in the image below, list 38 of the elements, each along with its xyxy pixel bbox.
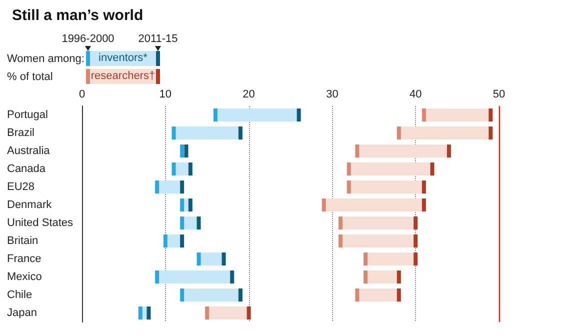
- bar: [182, 288, 240, 302]
- y-tick-label: Denmark: [7, 199, 52, 211]
- bar: [157, 270, 232, 284]
- bar: [398, 126, 491, 140]
- y-tick-label: Brazil: [7, 127, 35, 139]
- x-axis-title: % of total: [7, 70, 53, 84]
- bar: [215, 108, 299, 122]
- y-tick-label: Australia: [7, 145, 51, 157]
- x-tick-label: 10: [159, 88, 172, 100]
- y-tick-label: France: [7, 253, 42, 265]
- y-tick-label: Britain: [7, 235, 38, 247]
- x-tick-label: 30: [326, 88, 338, 100]
- x-tick-label: 40: [409, 88, 422, 100]
- bar: [348, 162, 432, 176]
- text: 1996-2000: [62, 32, 114, 46]
- x-tick-label: 20: [242, 88, 255, 100]
- text: inventors*: [86, 51, 160, 66]
- legend-title: Women among:: [7, 52, 84, 66]
- y-tick-label: Mexico: [7, 271, 42, 283]
- y-tick-label: United States: [7, 217, 74, 229]
- bar: [348, 180, 424, 194]
- text: researchers†: [86, 69, 160, 84]
- bar: [366, 252, 416, 266]
- bar: [340, 216, 416, 230]
- y-tick-label: EU28: [7, 181, 35, 193]
- x-tick-label: 0: [78, 88, 86, 100]
- bar: [357, 144, 449, 158]
- bar: [174, 126, 240, 140]
- y-tick-label: Japan: [7, 307, 37, 319]
- y-tick-label: Canada: [7, 163, 46, 175]
- bar: [207, 306, 249, 320]
- bar: [324, 198, 424, 212]
- y-tick-label: Chile: [7, 289, 32, 301]
- x-tick-label: 50: [492, 88, 506, 100]
- bar: [340, 234, 416, 248]
- chart-title: Still a man’s world: [12, 7, 144, 24]
- text: 2011-15: [138, 32, 178, 46]
- y-tick-label: Portugal: [7, 109, 48, 121]
